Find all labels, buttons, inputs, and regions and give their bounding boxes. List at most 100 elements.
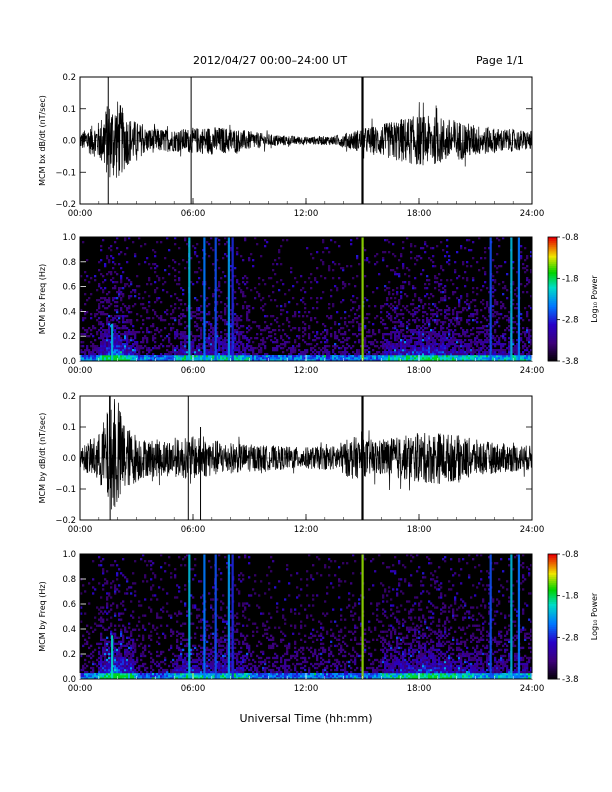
y-tick-label: −0.2 xyxy=(55,200,76,210)
colorbar-segment xyxy=(548,284,557,287)
colorbar-segment xyxy=(548,321,557,325)
colorbar-segment xyxy=(548,280,557,283)
colorbar-tick-label: -1.8 xyxy=(562,592,579,602)
colorbar-segment xyxy=(548,259,557,263)
colorbar-segment xyxy=(548,587,557,590)
colorbar-segment xyxy=(548,301,557,304)
colorbar-segment xyxy=(548,261,557,265)
colorbar-segment xyxy=(548,666,557,669)
stripe-2 xyxy=(188,237,191,361)
colorbar-segment xyxy=(548,579,557,582)
colorbar-segment xyxy=(548,309,557,312)
colorbar-segment xyxy=(548,282,557,285)
colorbar-segment xyxy=(548,241,557,244)
colorbar-segment xyxy=(548,614,557,617)
y-tick-label: 0.1 xyxy=(62,423,76,433)
colorbar-segment xyxy=(548,325,557,329)
stripe-4 xyxy=(214,554,217,679)
y-axis-label: MCM by Freq (Hz) xyxy=(38,581,47,651)
colorbar-segment xyxy=(548,556,557,559)
colorbar-segment xyxy=(548,651,557,655)
colorbar-segment xyxy=(548,247,557,250)
colorbar-segment xyxy=(548,564,557,567)
colorbar-segment xyxy=(548,572,557,576)
colorbar-segment xyxy=(548,589,557,592)
stripe-7 xyxy=(361,237,364,361)
colorbar-segment xyxy=(548,313,557,316)
y-tick-label: 0.8 xyxy=(62,258,76,268)
x-tick-label: 24:00 xyxy=(520,209,545,219)
colorbar-segment xyxy=(548,631,557,634)
colorbar-segment xyxy=(548,358,557,362)
y-tick-label: 0.0 xyxy=(62,675,76,685)
colorbar-segment xyxy=(548,639,557,642)
colorbar-segment xyxy=(548,288,557,292)
colorbar-frame xyxy=(547,236,558,362)
y-tick-label: 0.2 xyxy=(62,73,76,83)
x-tick-label: 00:00 xyxy=(68,525,93,535)
colorbar-segment xyxy=(548,676,557,680)
colorbar-segment xyxy=(548,338,557,341)
colorbar-segment xyxy=(548,597,557,601)
colorbar-label: Log₁₀ Power xyxy=(590,275,599,323)
plot-date-range: 2012/04/27 00:00–24:00 UT xyxy=(193,54,348,67)
colorbar-segment xyxy=(548,303,557,306)
stripe-9 xyxy=(510,554,513,679)
colorbar-segment xyxy=(548,608,557,611)
colorbar-segment xyxy=(548,286,557,290)
waveform-series xyxy=(79,101,533,178)
colorbar-tick-label: -2.8 xyxy=(562,316,579,326)
colorbar-segment xyxy=(548,278,557,281)
colorbar-segment xyxy=(548,658,557,661)
x-tick-label: 18:00 xyxy=(407,366,432,376)
stripe-6 xyxy=(231,554,234,679)
colorbar-segment xyxy=(548,237,557,240)
colorbar-segment xyxy=(548,674,557,678)
colorbar-segment xyxy=(548,340,557,343)
y-tick-label: 0.8 xyxy=(62,575,76,585)
colorbar-segment xyxy=(548,554,557,557)
colorbar-tick-label: -2.8 xyxy=(562,633,579,643)
colorbar-segment xyxy=(548,255,557,259)
y-tick-label: 0.2 xyxy=(62,650,76,660)
x-tick-label: 24:00 xyxy=(520,366,545,376)
colorbar-segment xyxy=(548,620,557,624)
colorbar-segment xyxy=(548,583,557,586)
colorbar-segment xyxy=(548,249,557,252)
colorbar-segment xyxy=(548,616,557,619)
colorbar-segment xyxy=(548,566,557,569)
waveform-series xyxy=(79,395,533,510)
colorbar-segment xyxy=(548,654,557,657)
colorbar-segment xyxy=(548,330,557,333)
colorbar-segment xyxy=(548,601,557,605)
y-tick-label: 0.0 xyxy=(62,137,76,147)
colorbar-segment xyxy=(548,643,557,647)
colorbar-segment xyxy=(548,356,557,360)
y-tick-label: 0.2 xyxy=(62,332,76,342)
colorbar-segment xyxy=(548,263,557,267)
colorbar-segment xyxy=(548,354,557,358)
colorbar-segment xyxy=(548,558,557,561)
x-tick-label: 00:00 xyxy=(68,684,93,694)
colorbar-segment xyxy=(548,637,557,640)
colorbar-segment xyxy=(548,352,557,356)
stripe-5 xyxy=(227,554,230,679)
colorbar-segment xyxy=(548,629,557,632)
x-tick-label: 06:00 xyxy=(181,209,206,219)
x-tick-label: 18:00 xyxy=(407,209,432,219)
colorbar-segment xyxy=(548,618,557,622)
x-tick-label: 12:00 xyxy=(294,366,319,376)
colorbar-tick-label: -3.8 xyxy=(562,675,579,685)
stripe-3 xyxy=(203,237,206,361)
stripe-8 xyxy=(489,237,492,361)
colorbar-segment xyxy=(548,574,557,578)
colorbar-segment xyxy=(548,243,557,246)
stripe-1 xyxy=(111,323,114,361)
colorbar-segment xyxy=(548,336,557,339)
y-tick-label: −0.1 xyxy=(55,168,76,178)
colorbar-segment xyxy=(548,633,557,636)
colorbar-segment xyxy=(548,268,557,271)
stripe-3 xyxy=(203,554,206,679)
x-tick-label: 18:00 xyxy=(407,525,432,535)
